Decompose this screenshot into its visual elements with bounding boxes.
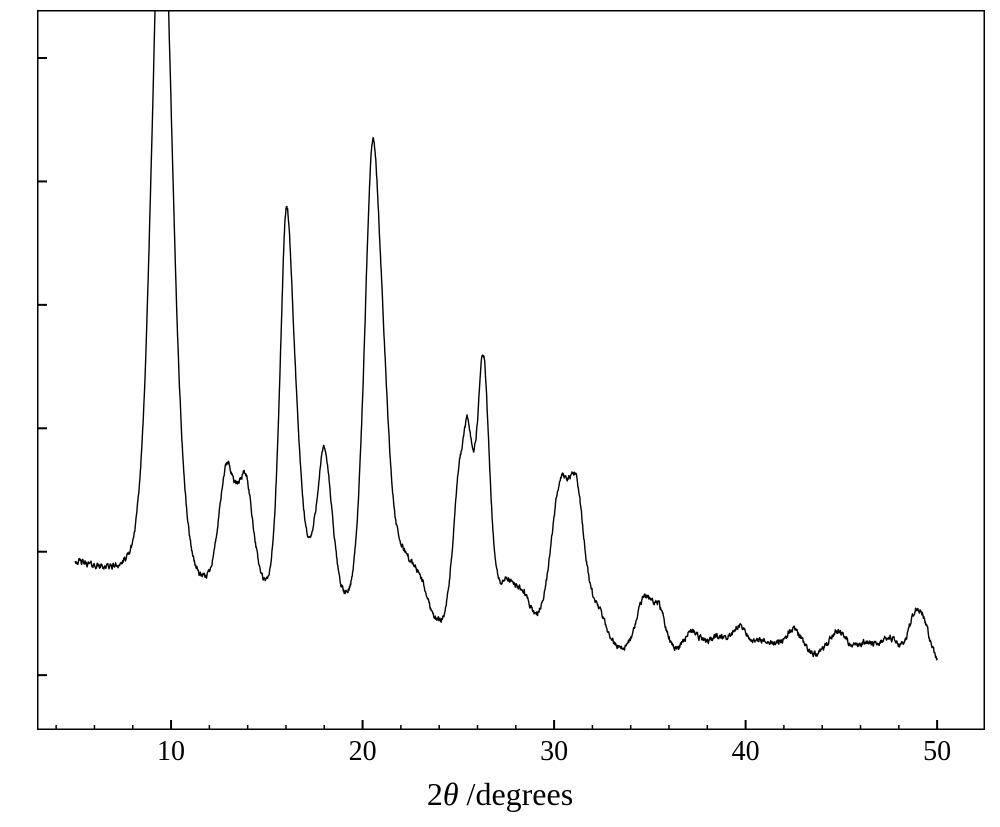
x-tick-label: 50 [923, 736, 951, 768]
x-axis-label-theta: θ [443, 776, 459, 812]
x-axis-label-prefix: 2 [427, 776, 443, 812]
x-tick-label: 30 [540, 736, 568, 768]
xrd-pattern-line [75, 10, 937, 660]
x-axis-label: 2θ /degrees [427, 776, 573, 813]
plot-area [37, 10, 985, 730]
x-axis-label-suffix: /degrees [459, 776, 574, 812]
plot-svg [37, 10, 985, 730]
x-tick-label: 40 [732, 736, 760, 768]
x-tick-label: 10 [157, 736, 185, 768]
xrd-figure: 01020304050 2θ /degrees [0, 0, 1000, 827]
x-tick-label: 20 [349, 736, 377, 768]
